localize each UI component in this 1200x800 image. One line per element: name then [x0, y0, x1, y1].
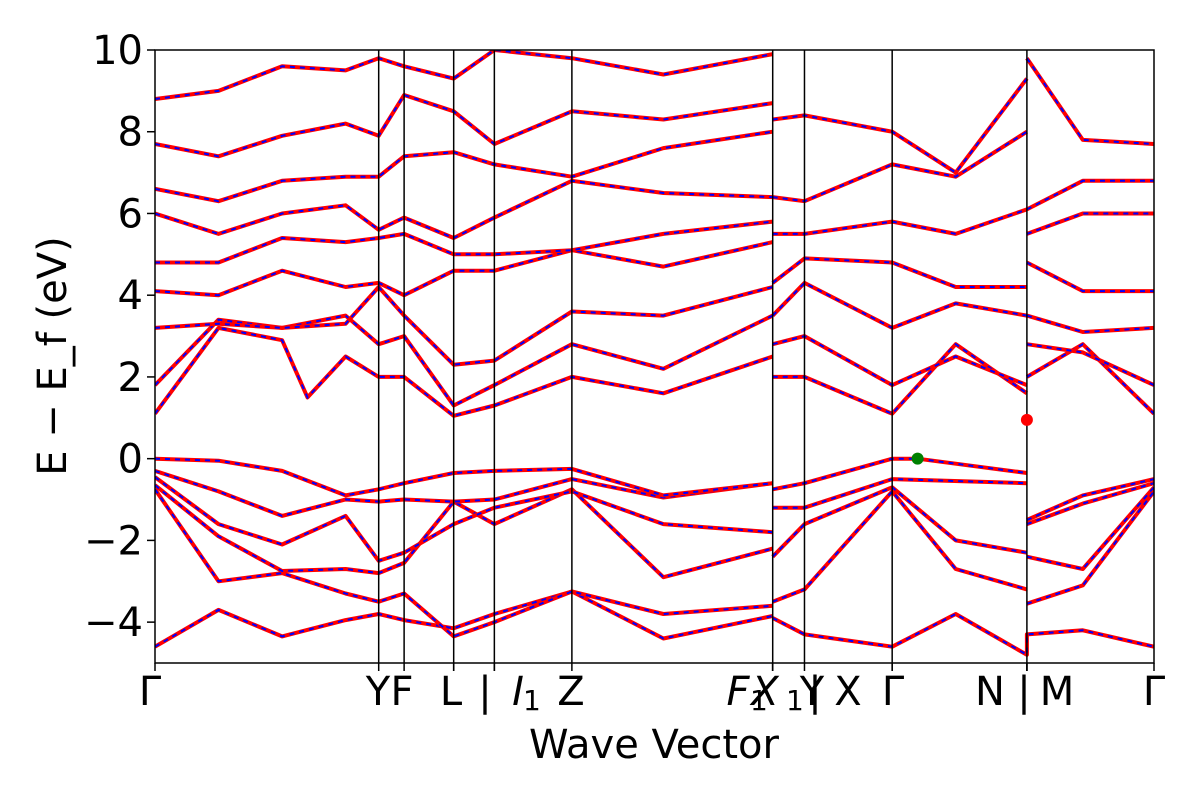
- kpath-label: |: [808, 669, 821, 715]
- kpath-label: N: [975, 669, 1005, 715]
- band-line-solid: [772, 130, 1028, 204]
- band-line-dashed: [1026, 212, 1154, 235]
- band-line-dashed: [155, 50, 773, 100]
- band-line-solid: [1026, 481, 1154, 526]
- kpath-label: M: [1040, 669, 1075, 715]
- band-line-dashed: [771, 281, 1028, 329]
- band-line-dashed: [772, 457, 1028, 491]
- band-line-solid: [772, 77, 1029, 175]
- band-line-solid: [1026, 490, 1154, 606]
- plot-frame: [154, 49, 1155, 664]
- kpath-subscript: 1: [750, 684, 768, 717]
- band-line-dashed: [1026, 314, 1154, 334]
- band-line-solid: [155, 488, 773, 639]
- band-line-dashed: [772, 612, 1154, 657]
- y-tick-label: 8: [118, 110, 143, 156]
- band-line-dashed: [772, 478, 1027, 509]
- band-line-dashed: [155, 590, 773, 648]
- y-axis-title: E − E_f (eV): [30, 236, 76, 475]
- x-axis-title: Wave Vector: [529, 722, 780, 768]
- kpath-label: I: [512, 669, 524, 715]
- band-line-dashed: [155, 476, 773, 562]
- band-line-dashed: [155, 285, 773, 366]
- band-line-dashed: [155, 220, 773, 264]
- kpath-label: |: [478, 669, 491, 715]
- kpath-label: F: [390, 669, 413, 715]
- band-line-solid: [155, 178, 773, 240]
- y-tick-label: 0: [118, 437, 143, 483]
- band-line-dashed: [155, 484, 773, 579]
- band-line-dashed: [155, 326, 774, 417]
- band-line-solid: [771, 612, 1154, 657]
- kpath-label: Γ: [1143, 669, 1166, 715]
- band-line-solid: [155, 475, 773, 563]
- y-tick-label: 2: [118, 355, 143, 401]
- band-line-solid: [771, 280, 1028, 330]
- band-line-dashed: [155, 179, 773, 240]
- extrema-points: [911, 413, 1033, 465]
- kpath-subscript: 1: [786, 684, 804, 717]
- band-line-dashed: [772, 257, 1027, 288]
- band-line-solid: [1025, 260, 1154, 294]
- y-tick-label: −4: [84, 600, 143, 646]
- kpath-label: Y: [799, 669, 825, 715]
- band-line-solid: [155, 483, 774, 580]
- y-axis-ticks: −4 −2 0 2 4 6 8 10: [84, 28, 155, 646]
- y-tick-label: 4: [118, 273, 143, 319]
- band-line-solid: [772, 342, 1029, 416]
- band-line-solid: [155, 129, 773, 204]
- band-line-dashed: [155, 314, 774, 407]
- band-line-dashed: [155, 469, 773, 517]
- kpath-label: L: [440, 669, 463, 715]
- band-line-solid: [1026, 485, 1154, 571]
- band-line-solid: [771, 256, 1027, 289]
- band-line-dashed: [772, 342, 1028, 415]
- kpath-label: X: [749, 669, 780, 715]
- band-line-dashed: [1026, 179, 1154, 211]
- band-line-solid: [1026, 211, 1154, 236]
- band-line-dashed: [1026, 342, 1154, 415]
- y-tick-label: 10: [92, 28, 143, 74]
- band-line-solid: [155, 219, 773, 265]
- band-line-solid: [1026, 342, 1154, 387]
- band-line-solid: [155, 50, 774, 101]
- band-line-dashed: [772, 130, 1028, 203]
- vbm-marker: [911, 452, 924, 465]
- cbm-marker: [1020, 413, 1033, 426]
- band-line-dashed: [1026, 57, 1154, 145]
- band-line-dashed: [1026, 478, 1154, 521]
- kpath-label: Γ: [882, 669, 905, 715]
- kpath-lines: [377, 50, 1028, 663]
- kpath-label: Y: [365, 669, 391, 715]
- y-tick-label: −2: [84, 518, 143, 564]
- band-line-solid: [1025, 57, 1154, 146]
- kpath-label: Z: [557, 669, 584, 715]
- band-line-solid: [772, 456, 1028, 492]
- band-line-solid: [155, 589, 774, 649]
- kpath-subscript: 1: [523, 684, 541, 717]
- band-line-dashed: [772, 77, 1028, 174]
- kpath-label: F: [726, 669, 750, 715]
- band-line-solid: [1026, 313, 1154, 334]
- x-axis-ticks: Γ Y F L | I 1 Z F 1X 1 |Y X Γ N | M Γ: [139, 663, 1166, 717]
- kpath-label: |: [1017, 669, 1030, 715]
- band-line-dashed: [1026, 261, 1154, 293]
- kpath-label: X: [834, 669, 861, 715]
- band-line-dashed: [772, 489, 1028, 603]
- band-line-solid: [1025, 178, 1154, 212]
- y-tick-label: 6: [118, 191, 143, 237]
- kpath-label: Γ: [139, 669, 162, 715]
- band-lines: [155, 50, 1154, 657]
- band-line-solid: [155, 456, 773, 498]
